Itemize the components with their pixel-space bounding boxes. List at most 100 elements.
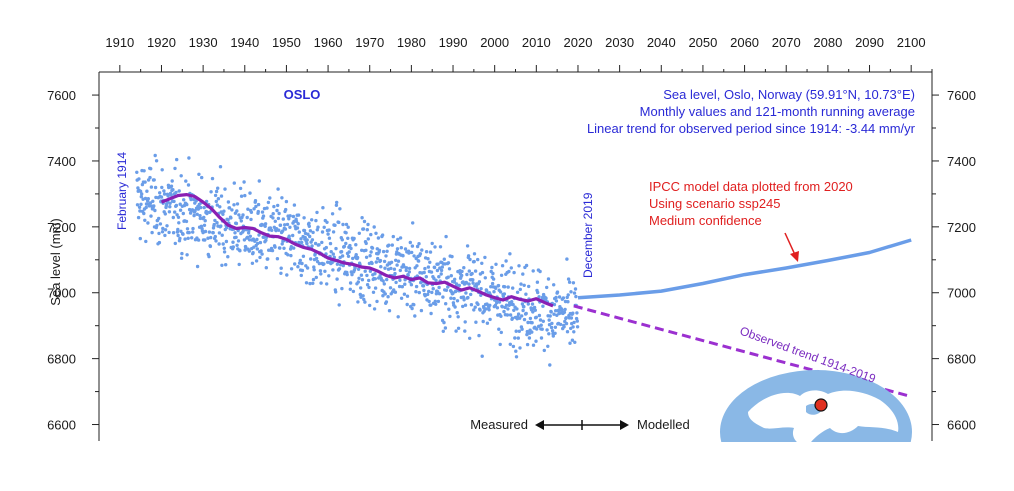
monthly-value-point [252, 207, 256, 211]
monthly-value-point [537, 313, 542, 318]
monthly-value-point [393, 290, 398, 294]
monthly-value-point [546, 344, 550, 348]
monthly-value-point [177, 221, 181, 225]
monthly-value-point [364, 241, 368, 246]
monthly-value-point [505, 313, 510, 317]
monthly-value-point [545, 328, 549, 332]
monthly-value-point [398, 268, 402, 273]
monthly-value-point [508, 252, 512, 256]
monthly-value-point [572, 330, 576, 334]
monthly-value-point [531, 269, 535, 273]
observed-trend-group [573, 304, 912, 398]
monthly-value-point [353, 266, 357, 270]
monthly-value-point [330, 212, 335, 216]
monthly-value-point [145, 189, 149, 193]
monthly-value-point [320, 230, 325, 234]
monthly-value-point [152, 204, 156, 208]
monthly-value-point [481, 319, 485, 324]
monthly-value-point [432, 265, 437, 270]
monthly-value-point [531, 310, 535, 314]
monthly-value-point [439, 268, 444, 273]
monthly-value-point [514, 329, 518, 333]
monthly-value-point [213, 218, 217, 223]
monthly-value-point [279, 266, 283, 270]
monthly-value-point [415, 244, 420, 249]
monthly-value-point [348, 243, 352, 248]
monthly-value-point [512, 308, 516, 312]
monthly-value-point [309, 257, 313, 261]
monthly-value-point [226, 218, 230, 222]
info-line-3: Linear trend for observed period since 1… [587, 121, 916, 136]
monthly-value-point [538, 318, 543, 322]
monthly-value-point [314, 256, 319, 261]
monthly-value-point [472, 308, 476, 312]
monthly-value-point [270, 248, 275, 253]
monthly-value-point [305, 241, 309, 246]
ipcc-line-3: Medium confidence [649, 213, 762, 228]
monthly-value-point [387, 243, 391, 247]
monthly-value-point [528, 316, 533, 321]
monthly-value-point [416, 259, 421, 263]
monthly-value-point [405, 294, 410, 298]
monthly-value-point [310, 218, 314, 222]
monthly-value-point [174, 203, 179, 208]
monthly-value-point [513, 336, 517, 340]
monthly-value-point [144, 205, 148, 210]
monthly-value-point [429, 303, 433, 307]
monthly-value-point [165, 224, 169, 228]
monthly-value-point [291, 233, 295, 238]
monthly-value-point [297, 240, 301, 245]
monthly-value-point [410, 306, 414, 311]
monthly-value-point [347, 250, 351, 254]
monthly-value-point [350, 272, 354, 277]
monthly-value-point [176, 227, 180, 232]
monthly-value-point [454, 329, 458, 333]
monthly-value-point [308, 234, 312, 239]
monthly-value-point [373, 277, 377, 281]
monthly-value-point [535, 327, 539, 331]
monthly-value-point [494, 286, 498, 290]
monthly-value-point [154, 159, 159, 163]
monthly-value-point [413, 314, 417, 318]
monthly-value-point [302, 228, 307, 233]
monthly-value-point [412, 303, 416, 307]
monthly-value-point [358, 292, 362, 297]
running-average-group [160, 193, 554, 308]
monthly-value-point [360, 216, 364, 220]
monthly-value-point [340, 238, 344, 242]
monthly-value-point [551, 334, 555, 338]
monthly-value-point [263, 222, 268, 226]
monthly-value-point [447, 267, 452, 271]
monthly-value-point [415, 264, 419, 268]
monthly-value-point [366, 237, 370, 241]
monthly-value-point [504, 259, 508, 263]
monthly-value-point [174, 190, 178, 195]
x-tick-label: 1950 [272, 35, 301, 50]
monthly-value-point [315, 210, 319, 215]
monthly-value-point [249, 217, 253, 222]
monthly-value-point [426, 292, 430, 297]
monthly-value-point [297, 230, 301, 234]
monthly-value-point [189, 197, 193, 202]
monthly-value-point [279, 271, 283, 275]
monthly-value-point [335, 200, 339, 205]
monthly-value-point [565, 257, 569, 261]
monthly-value-point [197, 172, 201, 176]
monthly-value-point [373, 286, 378, 290]
monthly-value-point [464, 291, 468, 295]
monthly-value-point [191, 226, 195, 231]
monthly-value-point [506, 285, 510, 289]
monthly-value-point [225, 225, 229, 230]
monthly-value-point [261, 214, 266, 218]
monthly-value-point [319, 281, 323, 285]
monthly-value-point [455, 299, 460, 303]
monthly-value-point [146, 221, 150, 225]
monthly-value-point [410, 250, 414, 255]
monthly-value-point [567, 280, 572, 284]
monthly-value-point [187, 230, 191, 235]
monthly-value-point [541, 319, 545, 323]
monthly-value-point [349, 246, 353, 251]
monthly-value-point [289, 267, 294, 271]
monthly-value-point [222, 246, 226, 250]
monthly-value-point [327, 236, 332, 240]
